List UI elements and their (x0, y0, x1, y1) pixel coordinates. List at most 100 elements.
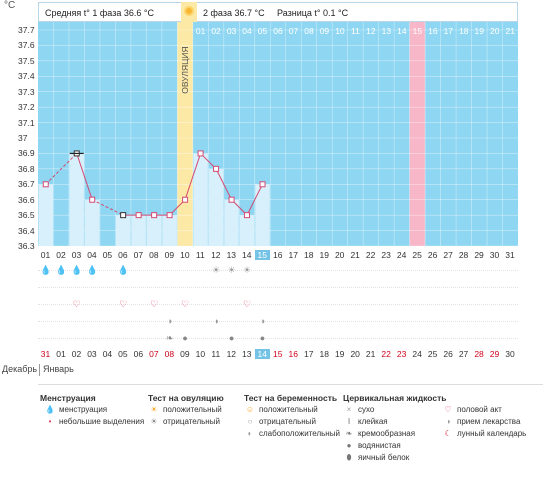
month-january: Январь (43, 364, 74, 374)
menstruation-icon: 💧 (71, 265, 83, 275)
calendar-date: 13 (242, 349, 252, 359)
legend-menstruation: 💧 менструация (45, 405, 108, 414)
x-tick-label: 16 (273, 250, 283, 260)
phase1-average: Средняя t° 1 фаза 36.6 °C (45, 8, 154, 18)
dashed-segment (91, 199, 124, 216)
calendar-date: 09 (180, 349, 190, 359)
calendar-date: 15 (273, 349, 283, 359)
x-axis-day-labels: 01 02 03 04 05 06 07 08 09 10 11 12 13 14 15 16 17 18 19 20… (38, 250, 518, 262)
event-row-guide (38, 338, 518, 339)
menstruation-icon: 💧 (86, 265, 98, 275)
phase2-average: 2 фаза 36.7 °C (203, 8, 265, 18)
top-day-label: 08 (304, 26, 314, 36)
event-row-guide (38, 287, 518, 288)
top-day-label: 04 (242, 26, 252, 36)
x-tick-label: 29 (474, 250, 484, 260)
temperature-bar (193, 153, 208, 246)
y-tick-label: 37.5 (18, 55, 35, 66)
y-tick-label: 37.2 (18, 102, 35, 113)
half-circle-icon: ◐ (247, 429, 253, 438)
y-tick-label: 36.8 (18, 163, 35, 174)
watery-drop-icon: ● (259, 333, 266, 343)
heart-icon: ♡ (181, 299, 190, 309)
y-tick-label: 37.1 (18, 117, 35, 128)
ovtest-negative-icon: ☀ (227, 265, 236, 275)
legend-pregnancy-title: Тест на беременность (244, 393, 338, 403)
top-day-label: 12 (366, 26, 376, 36)
dashed-segment (45, 153, 78, 185)
data-point (244, 212, 251, 219)
menstruation-icon: 💧 (55, 265, 67, 275)
calendar-date: 03 (87, 349, 97, 359)
y-tick-label: 37.7 (18, 25, 35, 35)
legend-intercourse: ♡ половой акт (442, 405, 501, 414)
x-tick-label: 30 (489, 250, 500, 260)
temperature-bar (224, 199, 239, 246)
legend-ovtest-negative: ☀ отрицательный (148, 417, 220, 426)
sun-icon: ☀ (150, 405, 158, 414)
month-december: Декабрь (2, 364, 38, 374)
menstruation-icon: 💧 (40, 265, 52, 275)
calendar-date: 02 (71, 349, 82, 359)
pill-icon: ◑ (166, 316, 173, 326)
x-tick-label: 12 (211, 250, 221, 260)
top-day-label: 18 (459, 26, 469, 36)
watery-drop-icon: ● (346, 441, 352, 450)
legend-cerv-eggwhite: ⬮ яичный белок (343, 453, 409, 463)
creamy-icon: ❧ (345, 429, 353, 438)
x-tick-label: 23 (381, 250, 391, 260)
phase-header: Средняя t° 1 фаза 36.6 °C 2 фаза 36.7 °C… (38, 2, 518, 22)
heart-icon: ♡ (444, 405, 452, 414)
temperature-bar (115, 215, 131, 246)
top-day-label: 05 (258, 26, 268, 36)
smile-icon: ☺ (245, 405, 255, 414)
calendar-date: 21 (365, 349, 376, 359)
heart-icon: ♡ (242, 299, 252, 309)
ovtest-negative-icon: ☀ (242, 265, 252, 275)
legend-menstruation-title: Менструация (40, 393, 96, 403)
event-row-guide (38, 321, 518, 322)
calendar-date: 11 (211, 349, 221, 359)
legend-spotting: • небольшие выделения (44, 417, 145, 426)
top-day-label: 11 (351, 26, 360, 36)
calendar-date: 23 (396, 349, 407, 359)
calendar-date: 16 (288, 349, 298, 359)
top-day-label: 01 (196, 26, 206, 36)
y-tick-label: 36.4 (18, 225, 35, 236)
data-point (197, 150, 204, 157)
top-day-label: 10 (335, 26, 345, 36)
x-tick-label: 02 (56, 250, 66, 260)
data-point (228, 196, 235, 203)
menstruation-icon: 💧 (117, 265, 129, 275)
calendar-date: 12 (226, 349, 237, 359)
y-tick-label: 36.9 (18, 148, 35, 159)
x-tick-label: 31 (505, 250, 515, 260)
calendar-date: 26 (443, 349, 453, 359)
calendar-date: 29 (489, 349, 500, 359)
y-tick-label: 36.6 (18, 194, 35, 205)
temperature-bar (84, 199, 100, 246)
x-tick-label: 27 (443, 250, 453, 260)
y-tick-label: 37 (18, 133, 28, 143)
unit-label: °C (4, 0, 16, 11)
legend-ovtest-title: Тест на овуляцию (148, 393, 224, 403)
top-day-label: 03 (227, 26, 237, 36)
ovulation-column (177, 22, 193, 246)
temperature-bar (38, 184, 53, 246)
x-tick-label: 17 (288, 250, 298, 260)
legend-lunar: ☾ лунный календарь (442, 429, 526, 438)
calendar-date: 01 (56, 349, 66, 359)
top-day-label: 02 (211, 26, 221, 36)
x-tick-label: 11 (195, 250, 205, 260)
temperature-bar (69, 153, 84, 246)
legend-medication: ◑ прием лекарства (442, 417, 521, 426)
x-tick-label: 09 (164, 250, 175, 260)
line-segment (184, 153, 202, 200)
x-tick-label: 10 (180, 250, 190, 260)
calendar-date: 18 (319, 349, 329, 359)
temperature-bar (146, 215, 162, 246)
legend-preg-positive: ☺ положительный (245, 405, 318, 414)
x-tick-label: 26 (427, 250, 438, 260)
small-drop-icon: • (48, 417, 52, 426)
y-tick-label: 36.7 (18, 179, 35, 190)
